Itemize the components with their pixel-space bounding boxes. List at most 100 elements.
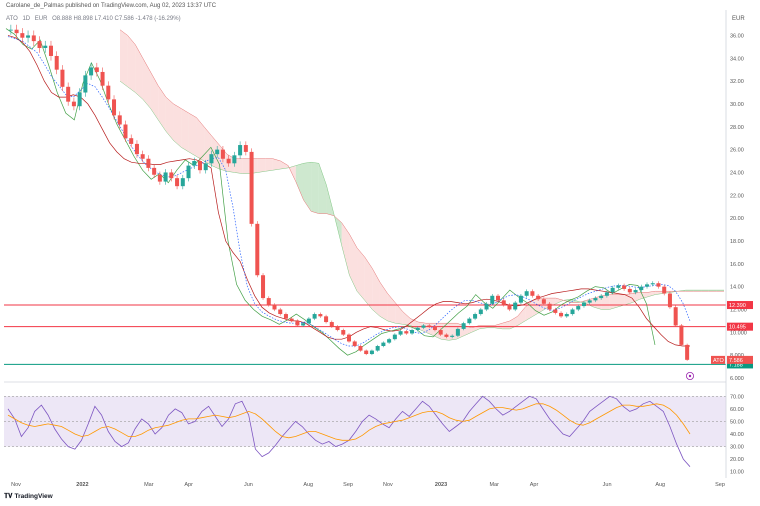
candle[interactable] <box>599 293 604 300</box>
candle[interactable] <box>593 296 598 303</box>
candle[interactable] <box>215 146 220 158</box>
candle[interactable] <box>192 157 197 169</box>
candle[interactable] <box>203 159 208 174</box>
candle[interactable] <box>197 157 202 174</box>
candle[interactable] <box>48 40 53 61</box>
candle[interactable] <box>484 302 489 312</box>
candle[interactable] <box>541 297 546 306</box>
candle[interactable] <box>134 140 139 158</box>
candle[interactable] <box>14 24 19 39</box>
candle[interactable] <box>261 273 266 300</box>
candle[interactable] <box>524 289 529 298</box>
candle[interactable] <box>455 327 460 338</box>
candle[interactable] <box>278 307 283 316</box>
candle[interactable] <box>421 324 426 330</box>
candle[interactable] <box>496 293 501 303</box>
candle[interactable] <box>295 319 300 327</box>
candle[interactable] <box>329 320 334 329</box>
candle[interactable] <box>220 146 225 163</box>
candle[interactable] <box>89 62 94 80</box>
candle[interactable] <box>467 317 472 325</box>
candle[interactable] <box>679 324 684 347</box>
candle[interactable] <box>169 169 174 182</box>
candle[interactable] <box>564 312 569 318</box>
candle[interactable] <box>392 333 397 341</box>
candle[interactable] <box>26 30 31 43</box>
candle[interactable] <box>478 307 483 316</box>
candle[interactable] <box>8 24 13 35</box>
tradingview-logo[interactable]: 𝐓𝐕 TradingView <box>4 493 53 501</box>
candle[interactable] <box>604 290 609 298</box>
candle[interactable] <box>37 36 42 53</box>
candle[interactable] <box>536 293 541 301</box>
candle[interactable] <box>627 287 632 295</box>
candle[interactable] <box>610 285 615 295</box>
candle[interactable] <box>645 282 650 289</box>
last-price-tag[interactable]: ATO 7.586 <box>711 355 753 364</box>
candle[interactable] <box>530 289 535 298</box>
candle[interactable] <box>656 281 661 289</box>
candle[interactable] <box>31 30 36 46</box>
candle[interactable] <box>381 341 386 348</box>
candle[interactable] <box>123 120 128 142</box>
candle[interactable] <box>60 65 65 92</box>
candle[interactable] <box>667 291 672 309</box>
candle[interactable] <box>622 283 627 291</box>
candle[interactable] <box>232 151 237 167</box>
candle[interactable] <box>576 304 581 312</box>
candle[interactable] <box>438 328 443 336</box>
candle[interactable] <box>180 174 185 190</box>
candle[interactable] <box>43 40 48 53</box>
event-marker-icon[interactable] <box>686 371 695 380</box>
candle[interactable] <box>66 82 71 106</box>
candle[interactable] <box>283 312 288 321</box>
candle[interactable] <box>266 296 271 307</box>
legend-symbol[interactable]: ATO <box>6 16 18 22</box>
candle[interactable] <box>301 321 306 327</box>
candle[interactable] <box>587 298 592 305</box>
candle[interactable] <box>507 303 512 312</box>
candle[interactable] <box>272 303 277 312</box>
candle[interactable] <box>152 164 157 178</box>
candle[interactable] <box>71 97 76 111</box>
candle[interactable] <box>673 305 678 327</box>
candle[interactable] <box>106 81 111 104</box>
candle[interactable] <box>553 307 558 315</box>
candle[interactable] <box>289 317 294 323</box>
candle[interactable] <box>547 302 552 312</box>
candle[interactable] <box>249 148 254 227</box>
candle[interactable] <box>461 321 466 331</box>
candle[interactable] <box>364 349 369 356</box>
candle[interactable] <box>570 307 575 316</box>
candle[interactable] <box>518 293 523 305</box>
candle[interactable] <box>432 325 437 332</box>
candle[interactable] <box>157 171 162 185</box>
candle[interactable] <box>473 312 478 321</box>
candle[interactable] <box>146 155 151 172</box>
candle[interactable] <box>490 293 495 306</box>
price-pane[interactable] <box>4 24 726 380</box>
candle[interactable] <box>404 329 409 335</box>
candle[interactable] <box>94 62 99 77</box>
candle[interactable] <box>427 324 432 329</box>
candle[interactable] <box>398 329 403 336</box>
candle[interactable] <box>117 111 122 129</box>
candle[interactable] <box>375 344 380 352</box>
candle[interactable] <box>633 288 638 295</box>
candle[interactable] <box>163 169 168 185</box>
candle[interactable] <box>650 281 655 287</box>
candle[interactable] <box>444 333 449 339</box>
candle[interactable] <box>369 349 374 356</box>
candle[interactable] <box>450 334 455 339</box>
candle[interactable] <box>559 311 564 318</box>
candle[interactable] <box>639 284 644 292</box>
candle[interactable] <box>238 141 243 159</box>
candle[interactable] <box>387 337 392 344</box>
candle[interactable] <box>243 141 248 156</box>
candle[interactable] <box>415 326 420 332</box>
candle[interactable] <box>685 343 690 361</box>
candle[interactable] <box>501 298 506 307</box>
candle[interactable] <box>54 51 59 75</box>
candle[interactable] <box>175 174 180 190</box>
